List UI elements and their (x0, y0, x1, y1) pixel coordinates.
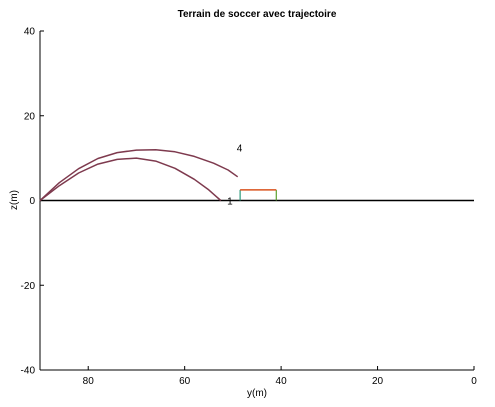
y-tick-label: 20 (24, 111, 36, 122)
y-tick-label: -40 (21, 366, 36, 377)
y-tick-label: 40 (24, 27, 36, 38)
y-tick-label: -20 (21, 281, 36, 292)
trajectory-line-2 (39, 148, 239, 202)
annotation-label: 4 (237, 144, 243, 155)
plot-marks: 41 (39, 144, 474, 208)
annotation-label: 1 (227, 197, 233, 208)
x-tick-label: 0 (471, 376, 477, 387)
trajectory-line-1 (39, 157, 222, 202)
x-tick-label: 20 (372, 376, 384, 387)
chart-title: Terrain de soccer avec trajectoire (178, 9, 337, 20)
x-axis-label: y(m) (247, 388, 267, 399)
y-tick-label: 0 (29, 196, 35, 207)
x-tick-label: 40 (276, 376, 288, 387)
axes: 80 60 40 20 0 40 20 0 -20 -40 (21, 27, 478, 388)
x-tick-label: 60 (179, 376, 191, 387)
x-tick-label: 80 (83, 376, 95, 387)
y-axis-label: z(m) (9, 190, 20, 210)
